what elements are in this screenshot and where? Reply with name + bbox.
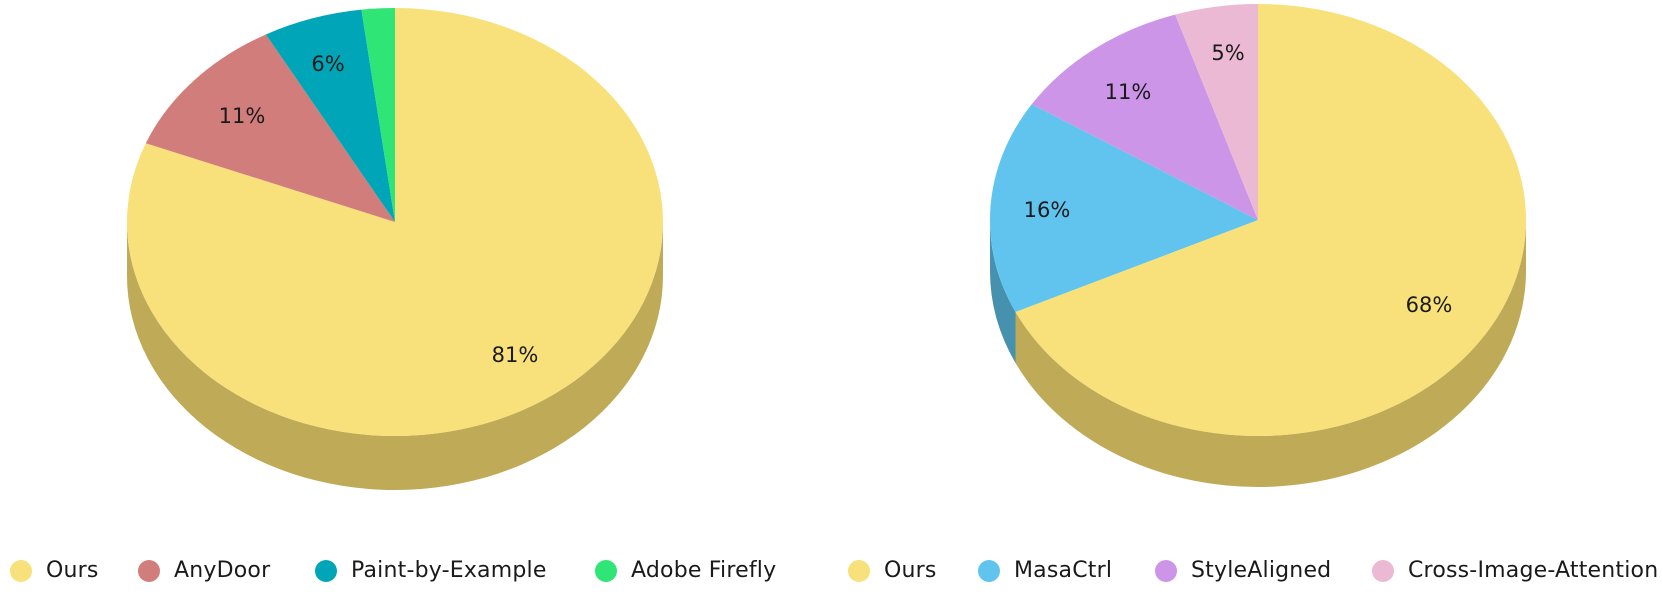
legend-swatch xyxy=(1372,559,1394,582)
legend-swatch xyxy=(10,559,32,582)
legend-label: Paint-by-Example xyxy=(351,558,547,583)
legend-swatch xyxy=(978,559,1000,582)
data-label: 16% xyxy=(1024,198,1071,222)
pie-chart-right: 68% 16% 11% 5% xyxy=(990,4,1526,487)
pie-slice-anydoor xyxy=(145,34,395,223)
pie-slice-stylealigned xyxy=(1031,14,1258,220)
legend-item: Ours xyxy=(848,558,937,583)
legend-item: AnyDoor xyxy=(138,558,270,583)
pie-side-ours xyxy=(1015,220,1526,487)
legend-item: Cross-Image-Attention xyxy=(1372,558,1658,583)
legend-label: Cross-Image-Attention xyxy=(1408,558,1659,583)
legend-swatch xyxy=(1155,559,1177,582)
pie-side-masactrl xyxy=(990,220,1016,363)
legend-label: MasaCtrl xyxy=(1014,558,1113,583)
legend-item: Ours xyxy=(10,558,99,583)
legend-item: StyleAligned xyxy=(1155,558,1331,583)
data-label: 6% xyxy=(311,52,344,76)
legend-swatch xyxy=(138,559,160,582)
pie-slice-ours xyxy=(1015,4,1526,437)
legend-label: Adobe Firefly xyxy=(631,558,777,583)
legend-swatch xyxy=(595,559,617,582)
pie-slice-adobe-firefly xyxy=(361,8,395,222)
pie-slice-masactrl xyxy=(990,104,1258,312)
legend-item: Adobe Firefly xyxy=(595,558,776,583)
legend-label: Ours xyxy=(884,558,937,583)
pie-slice-ours xyxy=(127,8,663,437)
pie-slice-paint-by-example xyxy=(265,9,395,222)
pie-chart-left: 81% 11% 6% xyxy=(127,8,663,490)
pie-side-ours xyxy=(127,222,663,490)
legend-label: StyleAligned xyxy=(1191,558,1332,583)
legend-swatch xyxy=(848,559,870,582)
legend-label: Ours xyxy=(46,558,99,583)
data-label: 68% xyxy=(1406,293,1453,317)
legend-label: AnyDoor xyxy=(174,558,271,583)
pie-slice-cross-image-attention xyxy=(1175,4,1258,220)
data-label: 81% xyxy=(492,343,539,367)
data-label: 11% xyxy=(1105,80,1152,104)
legend-item: MasaCtrl xyxy=(978,558,1112,583)
data-label: 5% xyxy=(1211,41,1244,65)
legend-swatch xyxy=(315,559,337,582)
data-label: 11% xyxy=(219,104,266,128)
legend-item: Paint-by-Example xyxy=(315,558,547,583)
